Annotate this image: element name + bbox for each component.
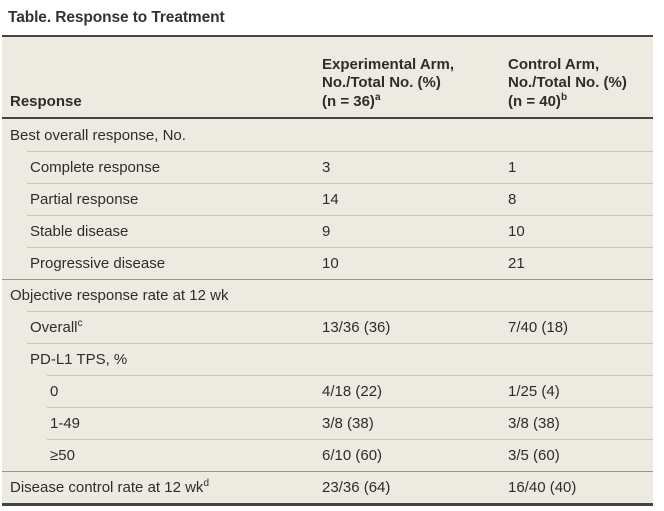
row-label: Disease control rate at 12 wk — [10, 478, 204, 496]
experimental-value: 4/18 (22) — [322, 382, 383, 400]
table-row: Best overall response, No. — [2, 119, 653, 151]
experimental-value: 14 — [322, 190, 339, 208]
experimental-header-line3: (n = 36)a — [322, 91, 381, 110]
row-label: Objective response rate at 12 wk — [10, 286, 229, 304]
footnote-marker-b: b — [560, 91, 568, 103]
control-value: 3/8 (38) — [508, 414, 560, 432]
control-value: 16/40 (40) — [508, 478, 577, 496]
control-value: 1 — [508, 158, 517, 176]
row-label: 1-49 — [50, 414, 81, 432]
table-row: 1-49 3/8 (38) 3/8 (38) — [2, 407, 653, 439]
experimental-value: 3 — [322, 158, 331, 176]
experimental-value: 10 — [322, 254, 339, 272]
row-label: Progressive disease — [30, 254, 166, 272]
table-row: Overallc 13/36 (36) 7/40 (18) — [2, 311, 653, 343]
row-label: Partial response — [30, 190, 139, 208]
column-header-control: Control Arm, No./Total No. (%) (n = 40)b — [508, 56, 653, 112]
row-label: 0 — [50, 382, 59, 400]
row-label: Stable disease — [30, 222, 129, 240]
control-value: 7/40 (18) — [508, 318, 569, 336]
table-row: 0 4/18 (22) 1/25 (4) — [2, 375, 653, 407]
control-header-line3: (n = 40)b — [508, 91, 568, 110]
control-value: 1/25 (4) — [508, 382, 560, 400]
row-label: Best overall response, No. — [10, 126, 186, 144]
column-header-experimental: Experimental Arm, No./Total No. (%) (n =… — [322, 56, 508, 112]
experimental-value: 9 — [322, 222, 331, 240]
row-label: PD-L1 TPS, % — [30, 350, 128, 368]
column-header-response: Response — [10, 92, 82, 110]
table-row: Objective response rate at 12 wk — [2, 279, 653, 311]
experimental-value: 23/36 (64) — [322, 478, 391, 496]
response-table: Response Experimental Arm, No./Total No.… — [2, 35, 653, 506]
experimental-value: 13/36 (36) — [322, 318, 391, 336]
experimental-header-line2: No./Total No. (%) — [322, 74, 441, 91]
control-header-line2: No./Total No. (%) — [508, 74, 627, 91]
experimental-header-line1: Experimental Arm, — [322, 55, 454, 73]
table-title: Table. Response to Treatment — [8, 9, 225, 26]
control-value: 3/5 (60) — [508, 446, 560, 464]
footnote-marker-d: d — [203, 477, 209, 489]
table-row: Progressive disease 10 21 — [2, 247, 653, 279]
table-row: Stable disease 9 10 — [2, 215, 653, 247]
footnote-marker-c: c — [77, 317, 83, 329]
table-header-row: Response Experimental Arm, No./Total No.… — [2, 37, 653, 119]
table-row: Disease control rate at 12 wkd 23/36 (64… — [2, 471, 653, 503]
control-header-line1: Control Arm, — [508, 55, 600, 73]
footnote-marker-a: a — [374, 91, 381, 103]
experimental-value: 3/8 (38) — [322, 414, 374, 432]
table-row: ≥50 6/10 (60) 3/5 (60) — [2, 439, 653, 471]
table-row: PD-L1 TPS, % — [2, 343, 653, 375]
row-label: Overall — [30, 318, 78, 336]
row-label: Complete response — [30, 158, 161, 176]
control-value: 10 — [508, 222, 525, 240]
table-row: Complete response 3 1 — [2, 151, 653, 183]
control-value: 21 — [508, 254, 525, 272]
row-label: ≥50 — [50, 446, 75, 464]
experimental-value: 6/10 (60) — [322, 446, 383, 464]
table-row: Partial response 14 8 — [2, 183, 653, 215]
control-value: 8 — [508, 190, 517, 208]
